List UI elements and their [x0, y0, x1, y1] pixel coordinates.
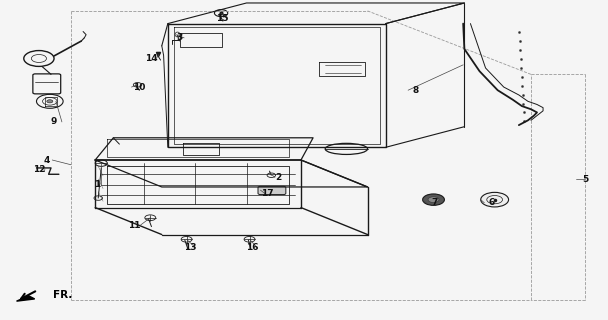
- Text: 3: 3: [177, 33, 183, 42]
- FancyBboxPatch shape: [258, 186, 286, 195]
- Text: 13: 13: [184, 243, 196, 252]
- Text: 17: 17: [261, 189, 274, 198]
- Text: 10: 10: [133, 83, 145, 92]
- Polygon shape: [16, 296, 35, 301]
- Text: 1: 1: [94, 180, 100, 189]
- Text: 9: 9: [51, 117, 57, 126]
- Text: 8: 8: [413, 86, 419, 95]
- Circle shape: [47, 100, 53, 103]
- Circle shape: [481, 192, 508, 207]
- Circle shape: [423, 194, 444, 205]
- Text: 5: 5: [582, 174, 589, 184]
- Text: FR.: FR.: [53, 290, 72, 300]
- Text: 14: 14: [145, 54, 158, 63]
- Text: 7: 7: [431, 198, 437, 207]
- Text: 6: 6: [488, 198, 495, 207]
- Text: 2: 2: [275, 173, 282, 182]
- Text: 16: 16: [246, 243, 259, 252]
- Text: 12: 12: [33, 165, 45, 174]
- Text: 4: 4: [44, 156, 50, 164]
- Text: 11: 11: [128, 220, 141, 229]
- Circle shape: [428, 197, 439, 203]
- Text: 15: 15: [216, 14, 229, 23]
